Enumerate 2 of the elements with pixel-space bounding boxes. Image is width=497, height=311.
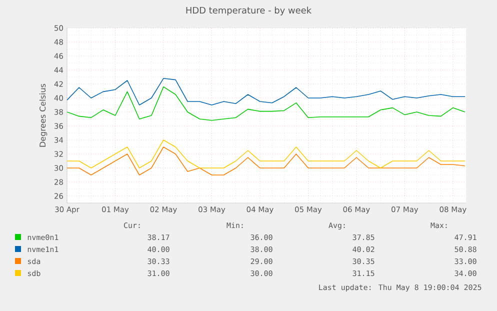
line-series — [67, 78, 466, 106]
chart-title: HDD temperature - by week — [186, 6, 312, 16]
